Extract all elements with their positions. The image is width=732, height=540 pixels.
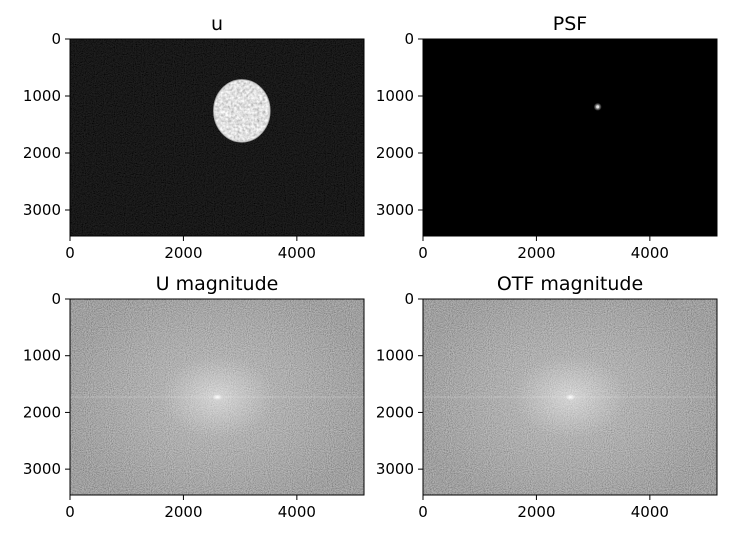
y-tick-label: 2000 (376, 403, 414, 421)
y-tick-label: 2000 (376, 144, 414, 162)
y-tick-label: 3000 (376, 201, 414, 219)
x-tick-label: 2000 (517, 244, 555, 262)
y-tick-label: 2000 (23, 144, 61, 162)
x-tick-label: 0 (418, 503, 428, 521)
y-tick-label: 0 (404, 30, 414, 48)
panel-title: OTF magnitude (497, 273, 643, 295)
x-tick-label: 4000 (278, 244, 316, 262)
y-tick-label: 3000 (23, 201, 61, 219)
x-tick-label: 0 (418, 244, 428, 262)
image-area (70, 299, 364, 495)
axes-frame (69, 298, 365, 496)
y-tick-label: 1000 (376, 87, 414, 105)
image-area (423, 39, 717, 236)
x-tick-label: 0 (65, 244, 75, 262)
spectrum-center (565, 394, 576, 401)
panel-0: u 0 2000 4000 0 1000 2000 3000 (23, 13, 365, 262)
y-tick-label: 0 (51, 290, 61, 308)
panel-title: PSF (553, 13, 587, 35)
y-tick-label: 3000 (23, 460, 61, 478)
bright-disc (213, 79, 270, 142)
y-tick-label: 2000 (23, 403, 61, 421)
y-tick-label: 1000 (23, 347, 61, 365)
y-tick-label: 0 (51, 30, 61, 48)
y-tick-label: 3000 (376, 460, 414, 478)
x-tick-label: 0 (65, 503, 75, 521)
image-area (423, 299, 717, 495)
axes-frame (422, 298, 718, 496)
image-area (70, 39, 364, 236)
y-tick-label: 1000 (23, 87, 61, 105)
panel-1: PSF 0 2000 4000 0 1000 2000 3000 (376, 13, 718, 262)
panel-title: U magnitude (156, 273, 279, 295)
x-tick-label: 4000 (278, 503, 316, 521)
panel-2: U magnitude 0 2000 4000 0 1000 2000 3000 (23, 273, 365, 521)
panel-3: OTF magnitude 0 2000 4000 0 1000 2000 3000 (376, 273, 718, 521)
x-tick-label: 2000 (164, 503, 202, 521)
spectrum-center (212, 394, 223, 401)
y-tick-label: 0 (404, 290, 414, 308)
x-tick-label: 4000 (631, 503, 669, 521)
axes-frame (422, 38, 718, 237)
y-tick-label: 1000 (376, 347, 414, 365)
x-tick-label: 2000 (164, 244, 202, 262)
axes-frame (69, 38, 365, 237)
x-tick-label: 2000 (517, 503, 555, 521)
x-tick-label: 4000 (631, 244, 669, 262)
panel-title: u (211, 13, 223, 35)
